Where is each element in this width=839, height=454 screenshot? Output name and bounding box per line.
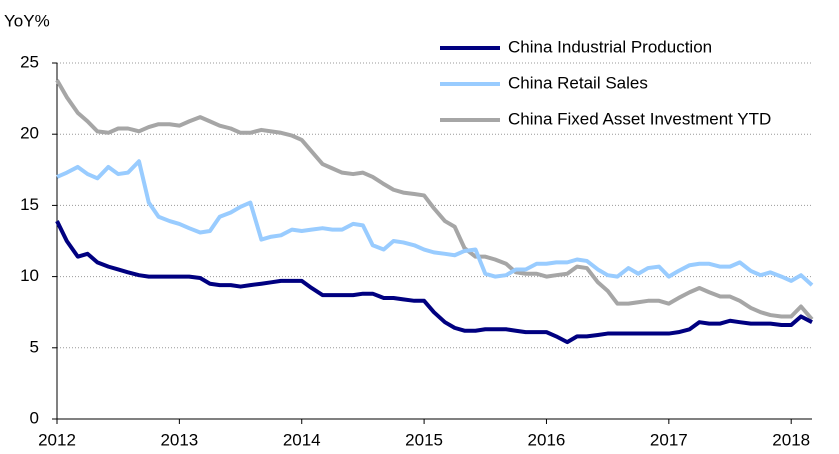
y-tick-label: 5 bbox=[30, 337, 39, 356]
x-tick-label: 2013 bbox=[160, 430, 198, 449]
y-tick-label: 0 bbox=[30, 408, 39, 427]
x-tick-label: 2017 bbox=[650, 430, 688, 449]
legend-label: China Fixed Asset Investment YTD bbox=[508, 109, 771, 128]
y-tick-label: 15 bbox=[20, 195, 39, 214]
x-tick-label: 2015 bbox=[405, 430, 443, 449]
series-line bbox=[56, 159, 814, 287]
series-line bbox=[55, 79, 814, 321]
y-axis-label: YoY% bbox=[4, 11, 50, 30]
y-tick-label: 25 bbox=[20, 52, 39, 71]
y-tick-label: 10 bbox=[20, 266, 39, 285]
x-tick-label: 2018 bbox=[772, 430, 810, 449]
series-line bbox=[55, 220, 813, 345]
x-tick-label: 2012 bbox=[38, 430, 76, 449]
y-tick-label: 20 bbox=[20, 124, 39, 143]
x-tick-label: 2014 bbox=[283, 430, 321, 449]
x-tick-label: 2016 bbox=[528, 430, 566, 449]
legend-label: China Industrial Production bbox=[508, 37, 712, 56]
legend-label: China Retail Sales bbox=[508, 73, 648, 92]
